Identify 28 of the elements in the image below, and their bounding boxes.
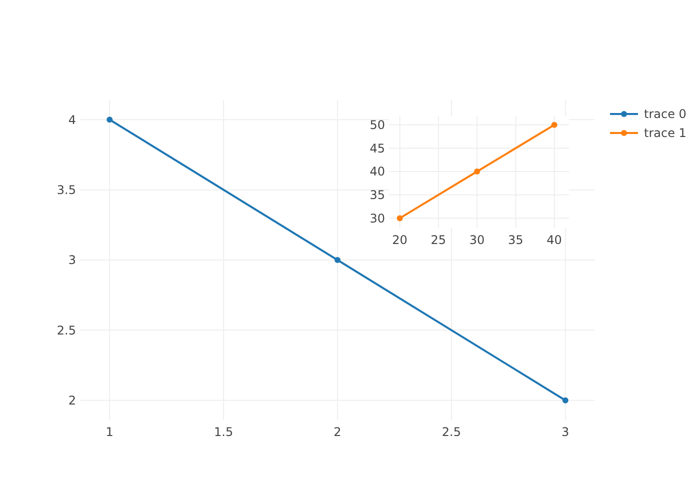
x-tick-label: 3 bbox=[562, 425, 570, 439]
y-tick-label: 30 bbox=[370, 211, 385, 226]
x-tick-label: 25 bbox=[430, 233, 446, 247]
point bbox=[396, 215, 403, 222]
y-tick-label: 40 bbox=[370, 164, 385, 179]
y-tick-label: 35 bbox=[370, 188, 385, 202]
point bbox=[562, 397, 568, 404]
y-tick-label: 4 bbox=[68, 112, 76, 127]
y-tick-label: 50 bbox=[370, 118, 385, 132]
x-tick-label: 20 bbox=[392, 233, 408, 247]
x-tick-label: 30 bbox=[469, 233, 485, 247]
y-tick-label: 3 bbox=[68, 253, 76, 268]
x-tick-label: 1.5 bbox=[214, 425, 234, 439]
x-tick-label: 2 bbox=[334, 425, 342, 439]
x-tick-label: 35 bbox=[508, 233, 524, 247]
x-tick-label: 2.5 bbox=[442, 425, 461, 439]
point bbox=[106, 116, 113, 123]
x-tick-label: 40 bbox=[546, 233, 562, 247]
y-tick-label: 2.5 bbox=[56, 323, 76, 338]
point bbox=[551, 122, 558, 128]
x-tick-label: 1 bbox=[106, 425, 114, 439]
point bbox=[334, 257, 340, 263]
point bbox=[474, 168, 480, 175]
y-tick-label: 45 bbox=[370, 141, 385, 156]
legend-label: trace 1 bbox=[644, 126, 686, 140]
y-tick-label: 3.5 bbox=[56, 183, 76, 198]
legend-label: trace 0 bbox=[644, 107, 686, 122]
y-tick-label: 2 bbox=[68, 394, 76, 408]
